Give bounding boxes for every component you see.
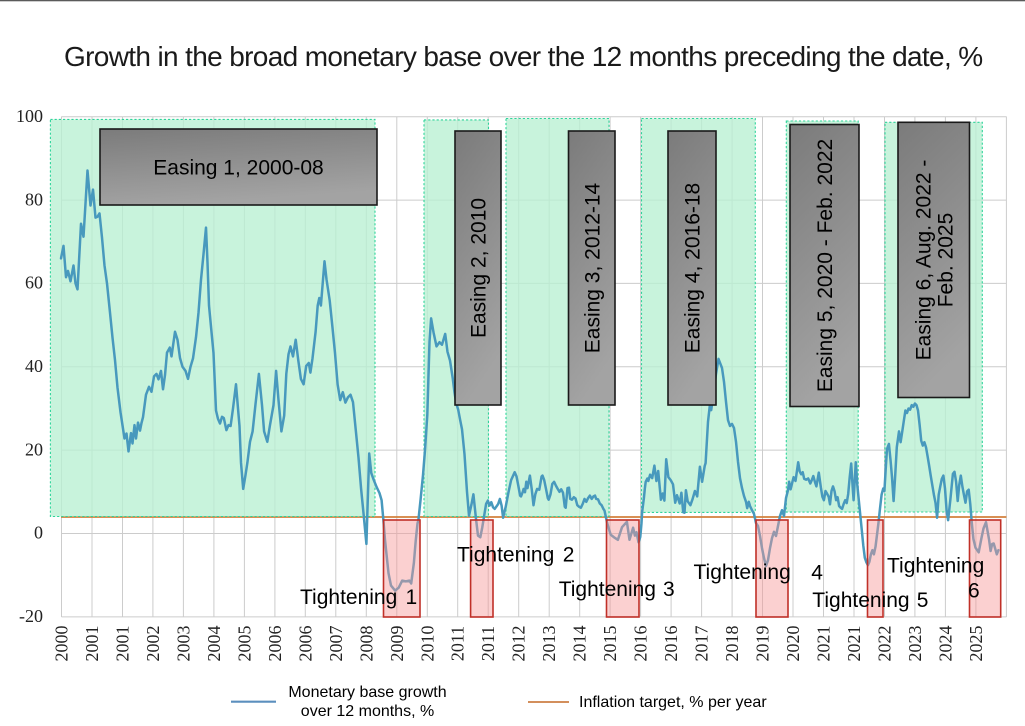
svg-text:2015: 2015 [600, 626, 620, 662]
svg-text:2008: 2008 [356, 626, 376, 662]
svg-text:20: 20 [25, 439, 43, 459]
svg-text:2022: 2022 [875, 626, 895, 662]
svg-text:80: 80 [25, 189, 43, 209]
svg-text:2006: 2006 [265, 626, 285, 662]
svg-text:2013: 2013 [539, 626, 559, 662]
svg-text:2021: 2021 [844, 626, 864, 662]
svg-text:Tightening: Tightening [457, 544, 554, 567]
svg-text:2001: 2001 [113, 626, 133, 662]
svg-text:6: 6 [968, 579, 980, 602]
svg-text:2021: 2021 [814, 626, 834, 662]
svg-text:Easing 4, 2016-18: Easing 4, 2016-18 [682, 183, 705, 353]
svg-text:2016: 2016 [631, 626, 651, 662]
svg-text:60: 60 [25, 273, 43, 293]
svg-text:2007: 2007 [326, 626, 346, 662]
svg-text:Easing 2, 2010: Easing 2, 2010 [468, 198, 491, 338]
svg-text:0: 0 [34, 523, 43, 543]
svg-text:over 12 months, %: over 12 months, % [301, 703, 434, 720]
svg-text:2016: 2016 [661, 626, 681, 662]
svg-text:2006: 2006 [295, 626, 315, 662]
svg-text:Monetary base growth: Monetary base growth [288, 684, 446, 701]
svg-text:2025: 2025 [966, 626, 986, 662]
svg-text:2010: 2010 [417, 626, 437, 662]
svg-text:2003: 2003 [173, 626, 193, 662]
svg-text:Inflation target, % per year: Inflation target, % per year [579, 694, 767, 711]
svg-text:1: 1 [406, 586, 418, 609]
svg-text:-20: -20 [19, 606, 43, 626]
svg-text:2024: 2024 [935, 626, 955, 662]
svg-text:2004: 2004 [204, 626, 224, 662]
svg-text:5: 5 [917, 589, 929, 612]
svg-text:2011: 2011 [478, 626, 498, 661]
svg-text:Tightening: Tightening [812, 589, 909, 612]
svg-text:2019: 2019 [753, 626, 773, 662]
svg-text:2002: 2002 [143, 626, 163, 662]
svg-text:2018: 2018 [722, 626, 742, 662]
svg-text:Easing 1, 2000-08: Easing 1, 2000-08 [153, 156, 323, 179]
svg-text:2020: 2020 [783, 626, 803, 662]
svg-text:40: 40 [25, 356, 43, 376]
svg-text:2009: 2009 [387, 626, 407, 662]
svg-text:Feb. 2025: Feb. 2025 [934, 213, 957, 308]
svg-text:Tightening: Tightening [300, 586, 397, 609]
svg-text:2012: 2012 [509, 626, 529, 662]
svg-text:2000: 2000 [52, 626, 72, 662]
svg-text:2: 2 [563, 544, 575, 567]
svg-text:Tightening: Tightening [887, 554, 984, 577]
svg-text:2014: 2014 [570, 626, 590, 662]
svg-text:Easing 3, 2012-14: Easing 3, 2012-14 [581, 182, 604, 353]
svg-text:Tightening: Tightening [559, 578, 656, 601]
svg-text:2017: 2017 [692, 626, 712, 662]
svg-text:Tightening: Tightening [694, 561, 791, 584]
svg-text:2011: 2011 [448, 626, 468, 661]
svg-text:Easing 5, 2020 - Feb. 2022: Easing 5, 2020 - Feb. 2022 [814, 139, 837, 392]
svg-text:2023: 2023 [905, 626, 925, 662]
svg-text:4: 4 [811, 562, 823, 585]
svg-text:2001: 2001 [82, 626, 102, 662]
svg-text:Growth in the broad monetary b: Growth in the broad monetary base over t… [64, 41, 982, 72]
svg-text:3: 3 [663, 578, 675, 601]
svg-text:100: 100 [16, 106, 43, 126]
svg-text:2005: 2005 [234, 626, 254, 662]
svg-text:Easing 6, Aug. 2022 -: Easing 6, Aug. 2022 - [912, 160, 935, 361]
